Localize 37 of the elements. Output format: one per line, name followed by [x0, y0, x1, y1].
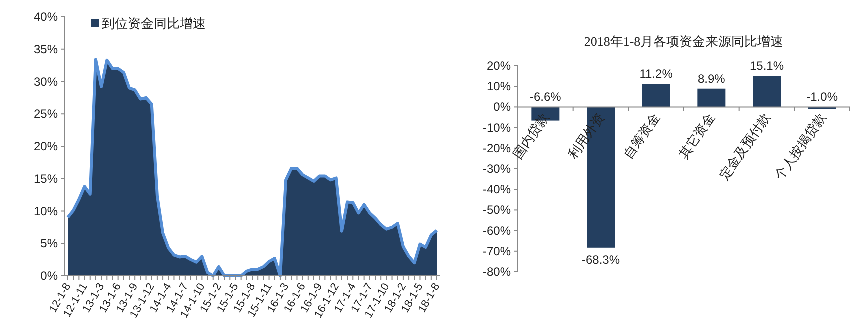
x-tick-label: 利用外资: [565, 110, 608, 162]
y-tick-label: -30%: [482, 162, 512, 176]
data-label: -6.6%: [530, 90, 562, 104]
y-tick-label: -40%: [482, 182, 512, 197]
y-tick-label: -20%: [482, 141, 512, 156]
y-tick-label: 10%: [34, 204, 58, 218]
y-tick-label: 35%: [34, 42, 58, 56]
y-tick-label: 20%: [34, 140, 58, 154]
y-tick-label: 20%: [486, 59, 512, 73]
chart-title: 2018年1-8月各项资金来源同比增速: [584, 34, 784, 49]
y-tick-label: -50%: [482, 203, 512, 218]
legend-label: 到位资金同比增速: [102, 16, 206, 31]
y-tick-label: 15%: [34, 172, 58, 186]
x-tick-label: 自筹资金: [620, 110, 663, 162]
y-tick-label: -10%: [482, 120, 512, 135]
x-tick-label: 个人按揭贷款: [772, 110, 829, 183]
y-tick-label: 25%: [34, 107, 58, 122]
x-tick-label: 国内贷款: [510, 110, 552, 162]
data-label: 15.1%: [750, 59, 784, 74]
data-label: 8.9%: [698, 72, 726, 86]
y-tick-label: -70%: [482, 244, 512, 258]
y-tick-label: -80%: [482, 265, 512, 279]
x-tick-label: 定金及预付款: [716, 110, 774, 183]
data-label: -1.0%: [806, 90, 838, 104]
y-tick-label: 10%: [486, 80, 512, 94]
y-tick-label: -60%: [482, 224, 512, 238]
data-label: 11.2%: [640, 67, 674, 82]
y-tick-label: 0%: [494, 100, 512, 114]
y-tick-label: 30%: [34, 74, 58, 89]
x-tick-label: 其它资金: [676, 110, 718, 162]
y-tick-label: 0%: [40, 269, 58, 283]
bar: [698, 88, 726, 108]
y-tick-label: 5%: [40, 236, 58, 251]
bar: [753, 76, 781, 108]
y-tick-label: 40%: [34, 10, 58, 24]
data-label: -68.3%: [582, 252, 620, 267]
bar: [642, 84, 670, 108]
